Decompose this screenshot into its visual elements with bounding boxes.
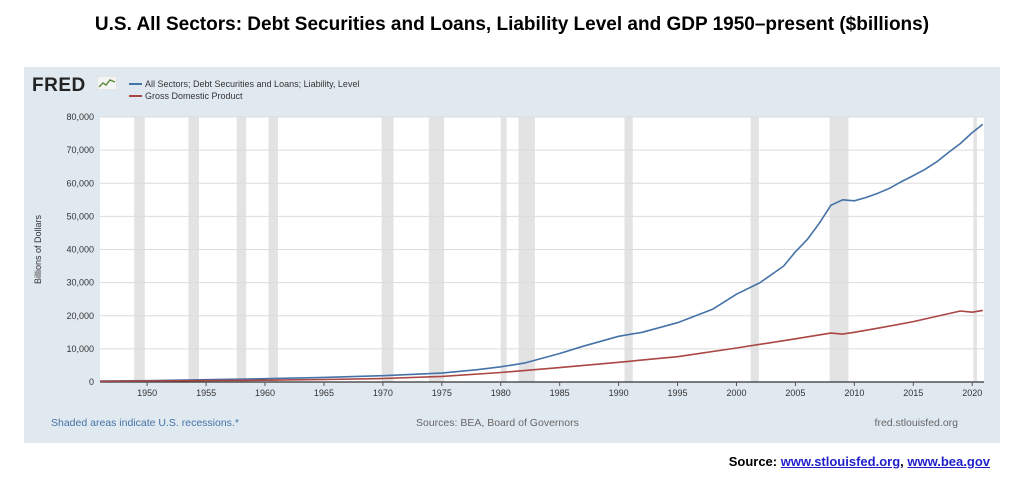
legend-item-debt[interactable]: All Sectors; Debt Securities and Loans; … bbox=[129, 79, 359, 89]
y-tick-label: 50,000 bbox=[66, 211, 94, 221]
stlouisfed-link[interactable]: www.stlouisfed.org bbox=[780, 454, 901, 469]
x-tick-label: 1955 bbox=[196, 388, 216, 398]
series-line-gdp bbox=[99, 309, 983, 383]
legend-label-debt: All Sectors; Debt Securities and Loans; … bbox=[145, 79, 360, 89]
legend-swatch-gdp bbox=[129, 94, 142, 97]
recession-note-link[interactable]: Shaded areas indicate U.S. recessions.* bbox=[51, 417, 239, 429]
fred-logo-chart-icon bbox=[97, 76, 117, 90]
x-tick-label: 2020 bbox=[962, 388, 982, 398]
y-tick-label: 70,000 bbox=[66, 145, 94, 155]
x-tick-label: 1960 bbox=[255, 388, 275, 398]
source-label: Source: bbox=[728, 454, 778, 469]
y-axis-label: Billions of Dollars bbox=[33, 214, 43, 284]
x-tick-label: 1985 bbox=[550, 388, 570, 398]
x-tick-label: 2000 bbox=[726, 388, 746, 398]
x-tick-label: 1970 bbox=[373, 388, 393, 398]
x-tick-label: 1950 bbox=[137, 388, 157, 398]
x-tick-label: 1980 bbox=[491, 388, 511, 398]
series-lines bbox=[99, 123, 984, 383]
source-line: Source: www.stlouisfed.org, www.bea.gov bbox=[729, 454, 990, 469]
legend-item-gdp[interactable]: Gross Domestic Product bbox=[129, 91, 243, 101]
sources-text: Sources: BEA, Board of Governors bbox=[416, 417, 579, 429]
legend-swatch-debt bbox=[129, 82, 142, 85]
axes: 0 10,000 20,000 30,000 40,000 50,000 60,000 70,… bbox=[66, 112, 982, 398]
y-tick-label: 60,000 bbox=[66, 178, 94, 188]
fred-logo[interactable]: FRED bbox=[32, 75, 86, 96]
source-separator: , bbox=[900, 454, 904, 469]
x-tick-label: 1990 bbox=[609, 388, 629, 398]
y-tick-label: 0 bbox=[89, 377, 94, 387]
gridlines bbox=[100, 116, 984, 383]
x-tick-label: 1965 bbox=[314, 388, 334, 398]
fred-url-text: fred.stlouisfed.org bbox=[874, 417, 958, 429]
y-tick-label: 20,000 bbox=[66, 311, 94, 321]
chart-plot: 0 10,000 20,000 30,000 40,000 50,000 60,000 70,… bbox=[33, 112, 984, 398]
slide-title: U.S. All Sectors: Debt Securities and Lo… bbox=[94, 14, 930, 35]
x-tick-label: 1975 bbox=[432, 388, 452, 398]
series-line-debt bbox=[99, 123, 984, 382]
x-tick-label: 2015 bbox=[903, 388, 923, 398]
y-tick-label: 30,000 bbox=[66, 278, 94, 288]
x-tick-label: 2005 bbox=[785, 388, 805, 398]
bea-link[interactable]: www.bea.gov bbox=[907, 454, 990, 469]
x-tick-label: 2010 bbox=[844, 388, 864, 398]
y-tick-label: 10,000 bbox=[66, 344, 94, 354]
legend-label-gdp: Gross Domestic Product bbox=[145, 91, 243, 101]
x-tick-label: 1995 bbox=[668, 388, 688, 398]
y-tick-label: 80,000 bbox=[66, 112, 94, 122]
y-tick-label: 40,000 bbox=[66, 245, 94, 255]
fred-graph-panel: FRED All Sectors; Debt Securities and Lo… bbox=[24, 67, 1000, 443]
